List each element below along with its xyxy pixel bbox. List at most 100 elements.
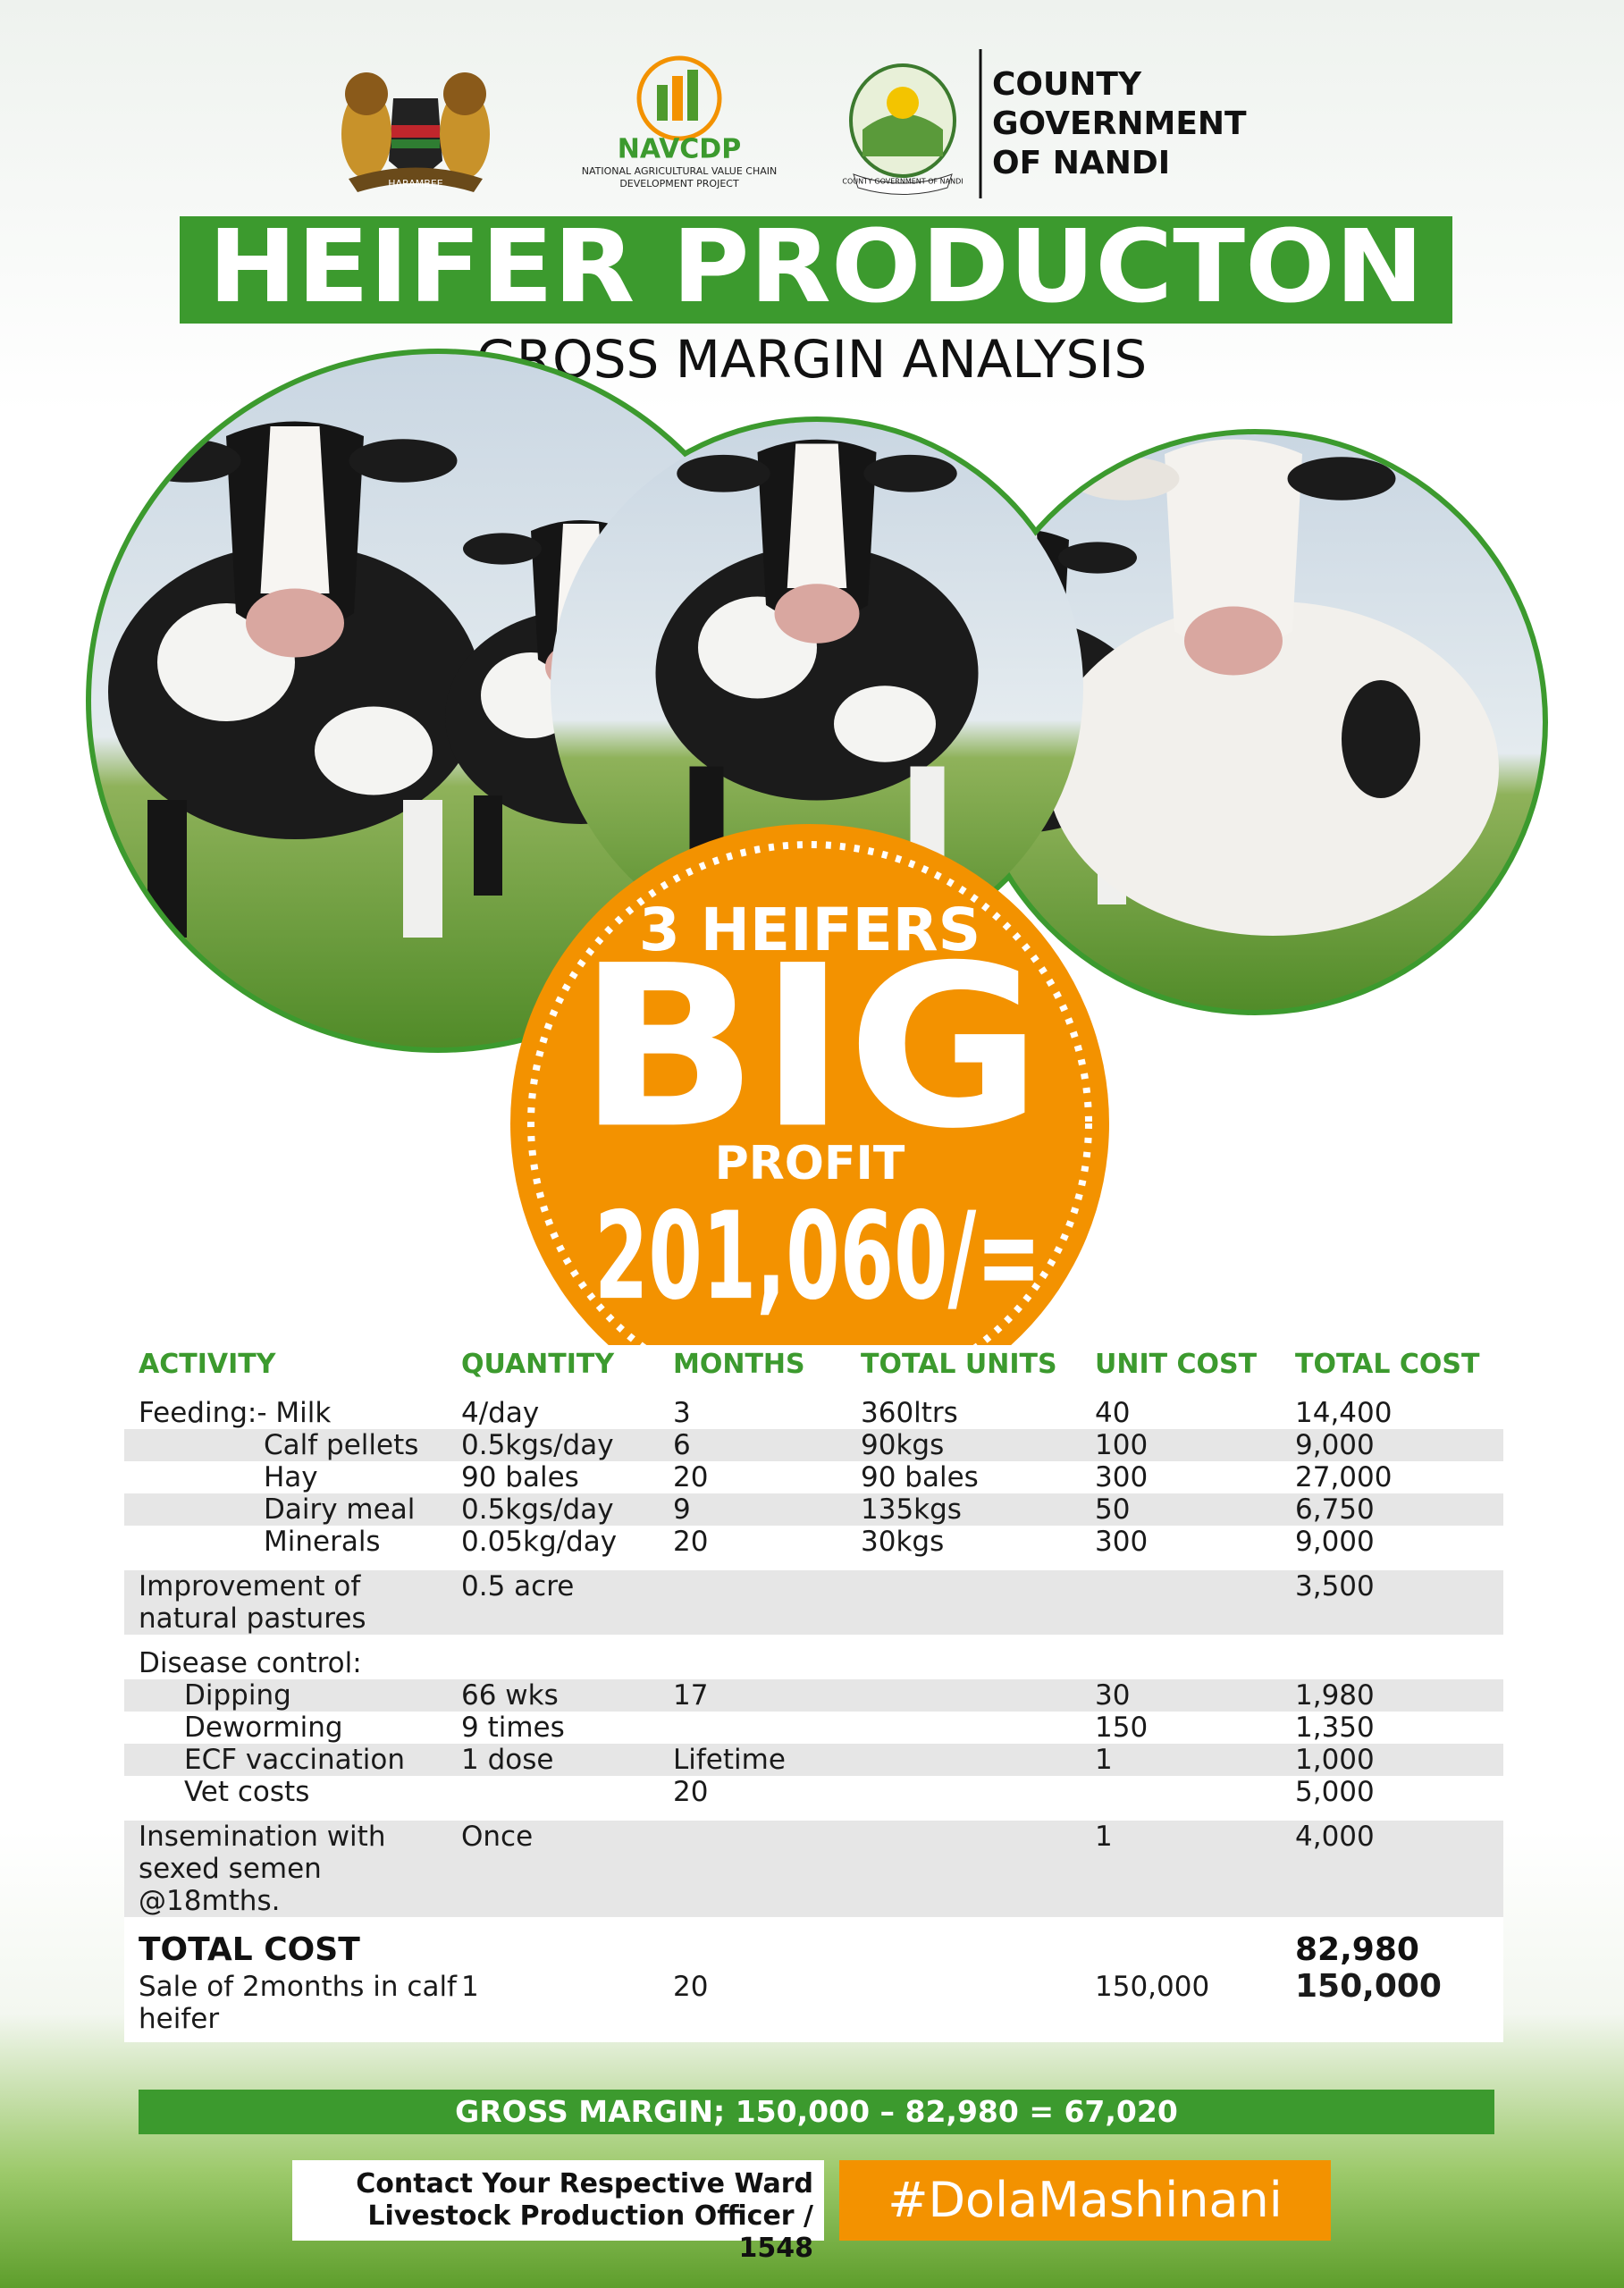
cell-months: 20	[673, 1461, 709, 1493]
cell-quantity: 66 wks	[461, 1679, 559, 1712]
badge-big: BIG	[577, 917, 1042, 1177]
spacer	[124, 1635, 1503, 1647]
cell-total-units	[861, 1971, 1095, 2035]
cell-quantity: 0.5kgs/day	[461, 1493, 614, 1526]
cell-activity: Improvement of natural pastures	[139, 1570, 366, 1635]
cell-unit-cost: 150	[1095, 1712, 1149, 1744]
cell-quantity: 90 bales	[461, 1461, 579, 1493]
cell-quantity: Once	[461, 1821, 534, 1853]
header-cell: MONTHS	[673, 1349, 805, 1380]
cell-total-cost: 27,000	[1295, 1461, 1393, 1493]
contact-line: Contact Your Respective Ward	[356, 2168, 813, 2200]
cell-unit-cost: 1	[1095, 1821, 1113, 1853]
cell-total-cost: 82,980	[1295, 1931, 1419, 1968]
table-row: ECF vaccination 1 dose Lifetime 1 1,000	[124, 1744, 1503, 1776]
cell-total-units: 90 bales	[861, 1461, 979, 1493]
header-cell: UNIT COST	[1095, 1349, 1258, 1380]
cell-quantity: 0.5 acre	[461, 1570, 575, 1602]
cell-months	[673, 1821, 861, 1917]
cell-activity: Calf pellets	[264, 1429, 419, 1461]
badge-line: 3 HEIFERS	[639, 896, 980, 964]
cell-total-units: 90kgs	[861, 1429, 945, 1461]
cell-unit-cost	[1095, 1776, 1295, 1808]
cell-unit-cost: 300	[1095, 1526, 1149, 1558]
cell-quantity	[461, 1776, 673, 1808]
cell-total-cost: 4,000	[1295, 1821, 1375, 1853]
county-name: OF NANDI	[992, 145, 1170, 181]
cell-months: 20	[673, 1776, 709, 1808]
table-row: Insemination with sexed semen @18mths. On…	[124, 1821, 1503, 1917]
county-name: GOVERNMENT	[992, 105, 1247, 142]
cell-total-units	[861, 1930, 1095, 1971]
cell-total-cost: 1,000	[1295, 1744, 1375, 1776]
table-row: Minerals 0.05kg/day 20 30kgs 300 9,000	[124, 1526, 1503, 1558]
cell-activity: Minerals	[264, 1526, 381, 1558]
cell-quantity: 9 times	[461, 1712, 565, 1744]
cell-unit-cost: 100	[1095, 1429, 1149, 1461]
header-cell: ACTIVITY	[139, 1349, 276, 1380]
cell-unit-cost: 30	[1095, 1679, 1131, 1712]
cell-total-units	[861, 1679, 1095, 1712]
cell-unit-cost: 300	[1095, 1461, 1149, 1493]
cell-total-units	[861, 1744, 1095, 1776]
navcdp-full: NATIONAL AGRICULTURAL VALUE CHAIN	[582, 165, 777, 177]
cell-unit-cost: 1	[1095, 1744, 1113, 1776]
cell-activity: Hay	[264, 1461, 318, 1493]
header-cell: TOTAL COST	[1295, 1349, 1480, 1380]
table-row: Sale of 2months in calf heifer 1 20 150,000…	[124, 1971, 1503, 2036]
title-bar	[180, 216, 1452, 324]
gross-margin: GROSS MARGIN; 150,000 – 82,980 = 67,020	[139, 2090, 1494, 2134]
cell-unit-cost	[1095, 1570, 1295, 1635]
cost-table: ACTIVITY QUANTITY MONTHS TOTAL UNITS UNIT CO…	[124, 1345, 1503, 2042]
cell-total-cost: 9,000	[1295, 1526, 1375, 1558]
cell-unit-cost	[1095, 1930, 1295, 1971]
cell-months: 9	[673, 1493, 691, 1526]
table-row: Disease control:	[124, 1647, 1503, 1679]
cell-total-cost: 6,750	[1295, 1493, 1375, 1526]
cell-total-units	[861, 1776, 1095, 1808]
nandi-seal: COUNTY GOVERNMENT OF NANDI	[842, 63, 963, 195]
table-row: Hay 90 bales 20 90 bales 300 27,000	[124, 1461, 1503, 1493]
cell-unit-cost: 40	[1095, 1397, 1131, 1429]
cell-total-units	[861, 1570, 1095, 1635]
subtitle: GROSS MARGIN ANALYSIS	[476, 329, 1147, 390]
cell-unit-cost: 50	[1095, 1493, 1131, 1526]
section-heading: Disease control:	[139, 1647, 362, 1679]
cell-activity: Insemination with sexed semen @18mths.	[139, 1821, 386, 1917]
motto: HARAMBEE	[388, 178, 443, 189]
cell-months: 3	[673, 1397, 691, 1429]
seal-text: COUNTY GOVERNMENT OF NANDI	[842, 178, 963, 186]
table-row: TOTAL COST 82,980	[124, 1930, 1503, 1971]
cell-activity: Feeding:- Milk	[139, 1397, 332, 1429]
cell-total-cost: 1,980	[1295, 1679, 1375, 1712]
table-row: Dipping 66 wks 17 30 1,980	[124, 1679, 1503, 1712]
navcdp-logo: NAVCDP NATIONAL AGRICULTURAL VALUE CHAIN…	[582, 55, 777, 189]
spacer	[124, 1558, 1503, 1570]
cell-total-cost: 1,350	[1295, 1712, 1375, 1744]
coat-of-arms: HARAMBEE	[341, 72, 490, 192]
contact-line: Livestock Production Officer / 1548	[367, 2200, 813, 2264]
table-row: Feeding:- Milk 4/day 3 360ltrs 40 14,400	[124, 1397, 1503, 1429]
table-row: Improvement of natural pastures 0.5 acre 3…	[124, 1570, 1503, 1635]
cell-activity: ECF vaccination	[184, 1744, 405, 1776]
cell-total-cost: 5,000	[1295, 1776, 1375, 1808]
header-cell: TOTAL UNITS	[861, 1349, 1057, 1380]
cell-quantity: 4/day	[461, 1397, 540, 1429]
cell-months: 20	[673, 1971, 709, 2003]
cell-total-cost: 9,000	[1295, 1429, 1375, 1461]
table-row: Dairy meal 0.5kgs/day 9 135kgs 50 6,750	[124, 1493, 1503, 1526]
cell-quantity: 1	[461, 1971, 479, 2003]
cell-activity: Vet costs	[184, 1776, 310, 1808]
cell-total-units	[861, 1712, 1095, 1744]
cell-unit-cost: 150,000	[1095, 1971, 1210, 2003]
cell-total-cost: 14,400	[1295, 1397, 1393, 1429]
badge-line: PROFIT	[715, 1137, 905, 1190]
table-row: Vet costs 20 5,000	[124, 1776, 1503, 1808]
cell-total-units: 30kgs	[861, 1526, 945, 1558]
table-row: Deworming 9 times 150 1,350	[124, 1712, 1503, 1744]
cell-activity: TOTAL COST	[139, 1931, 360, 1968]
cell-total-cost: 3,500	[1295, 1570, 1375, 1602]
profit-badge: 3 HEIFERS BIG PROFIT 201,060/=	[510, 824, 1109, 1423]
spacer	[124, 1808, 1503, 1821]
